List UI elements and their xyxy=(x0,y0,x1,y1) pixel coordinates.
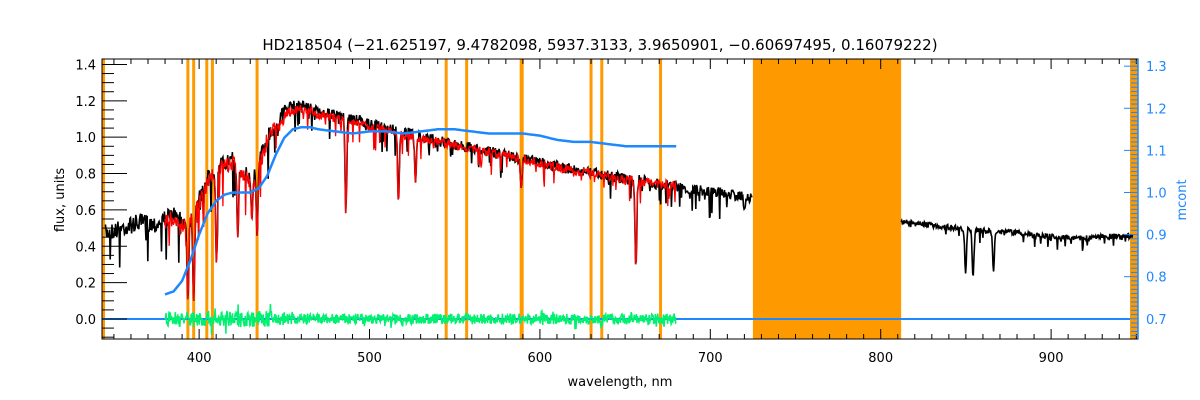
chart-title: HD218504 (−21.625197, 9.4782098, 5937.31… xyxy=(262,36,937,54)
mcont-line xyxy=(164,125,677,296)
x-tick-label: 500 xyxy=(357,351,382,366)
mask-line xyxy=(255,59,259,339)
residual-line xyxy=(164,304,677,336)
y-tick-label: 1.2 xyxy=(75,95,96,110)
y2-tick-label: 0.7 xyxy=(1146,313,1167,328)
observed-flux-line xyxy=(900,218,1134,276)
y-tick-label: 0.0 xyxy=(75,313,96,328)
mask-line xyxy=(192,59,196,339)
y2-tick-label: 0.9 xyxy=(1146,229,1167,244)
mask-edge-right xyxy=(1130,59,1138,339)
y2-axis-label: mcont xyxy=(1175,179,1190,220)
mask-edge-left xyxy=(102,59,105,339)
y2-tick-label: 1.2 xyxy=(1146,102,1167,117)
x-axis-label: wavelength, nm xyxy=(568,375,673,390)
mask-line xyxy=(205,59,209,339)
y-tick-label: 0.8 xyxy=(75,168,96,183)
y-tick-label: 0.6 xyxy=(75,204,96,219)
x-tick-label: 800 xyxy=(868,351,893,366)
mask-band xyxy=(752,59,902,339)
mask-line xyxy=(210,59,214,339)
mask-line xyxy=(600,59,604,339)
mask-line xyxy=(589,59,593,339)
y-tick-label: 1.4 xyxy=(75,58,96,73)
y2-tick-label: 1.0 xyxy=(1146,186,1167,201)
mask-line xyxy=(520,59,524,339)
observed-flux-line xyxy=(104,100,753,301)
y-tick-label: 0.2 xyxy=(75,277,96,292)
y2-tick-label: 1.1 xyxy=(1146,144,1167,159)
y-tick-label: 1.0 xyxy=(75,131,96,146)
y-tick-label: 0.4 xyxy=(75,240,96,255)
x-tick-label: 400 xyxy=(187,351,212,366)
y2-tick-label: 0.8 xyxy=(1146,271,1167,286)
mask-line xyxy=(444,59,448,339)
mask-line xyxy=(186,59,190,339)
x-tick-label: 600 xyxy=(528,351,553,366)
y2-tick-label: 1.3 xyxy=(1146,60,1167,75)
mask-line xyxy=(465,59,469,339)
x-tick-label: 700 xyxy=(698,351,723,366)
x-tick-label: 900 xyxy=(1039,351,1064,366)
y-axis-label: flux, units xyxy=(53,168,68,233)
